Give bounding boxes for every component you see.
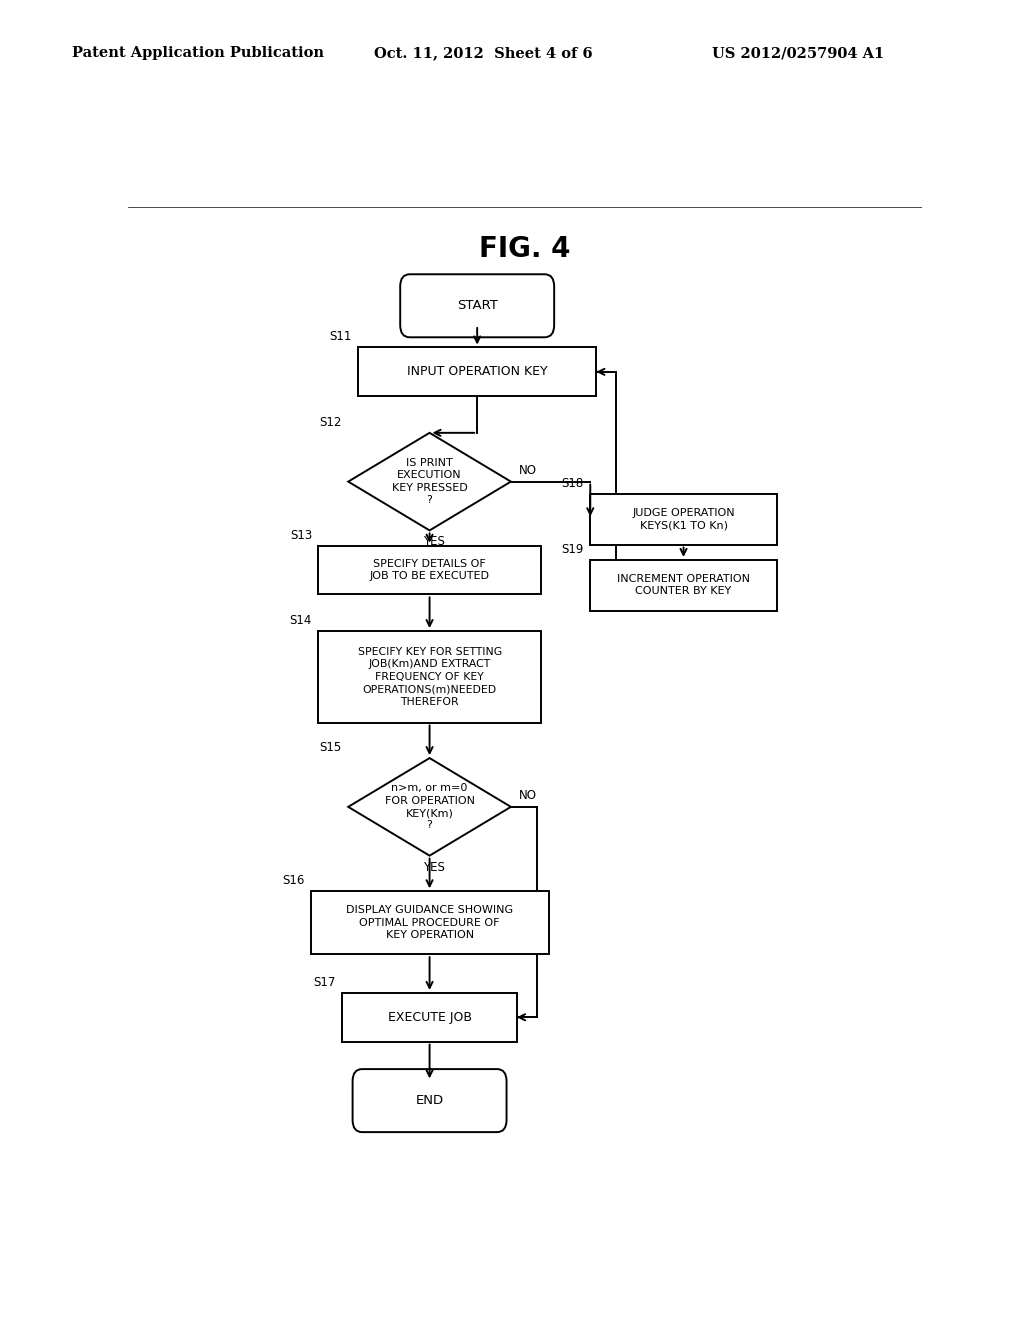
Text: JUDGE OPERATION
KEYS(K1 TO Kn): JUDGE OPERATION KEYS(K1 TO Kn) [632,508,735,531]
FancyBboxPatch shape [590,494,777,545]
Text: S13: S13 [290,528,312,541]
FancyBboxPatch shape [318,631,541,722]
Text: SPECIFY DETAILS OF
JOB TO BE EXECUTED: SPECIFY DETAILS OF JOB TO BE EXECUTED [370,558,489,581]
Text: S18: S18 [562,477,584,490]
Text: US 2012/0257904 A1: US 2012/0257904 A1 [712,46,884,61]
Text: Patent Application Publication: Patent Application Publication [72,46,324,61]
FancyBboxPatch shape [318,545,541,594]
FancyBboxPatch shape [358,347,596,396]
Text: DISPLAY GUIDANCE SHOWING
OPTIMAL PROCEDURE OF
KEY OPERATION: DISPLAY GUIDANCE SHOWING OPTIMAL PROCEDU… [346,906,513,940]
Text: n>m, or m=0
FOR OPERATION
KEY(Km)
?: n>m, or m=0 FOR OPERATION KEY(Km) ? [385,783,474,830]
FancyBboxPatch shape [310,891,549,954]
FancyBboxPatch shape [400,275,554,338]
Text: START: START [457,300,498,313]
Text: S12: S12 [319,416,342,429]
Text: S16: S16 [282,874,304,887]
Text: NO: NO [519,789,537,801]
FancyBboxPatch shape [590,560,777,611]
FancyBboxPatch shape [352,1069,507,1133]
Text: INCREMENT OPERATION
COUNTER BY KEY: INCREMENT OPERATION COUNTER BY KEY [617,574,750,597]
Text: S15: S15 [319,741,342,754]
Text: YES: YES [423,536,444,549]
Text: SPECIFY KEY FOR SETTING
JOB(Km)AND EXTRACT
FREQUENCY OF KEY
OPERATIONS(m)NEEDED
: SPECIFY KEY FOR SETTING JOB(Km)AND EXTRA… [357,647,502,706]
Text: FIG. 4: FIG. 4 [479,235,570,263]
Polygon shape [348,433,511,531]
Text: S14: S14 [290,614,312,627]
Text: EXECUTE JOB: EXECUTE JOB [387,1011,472,1024]
Text: S19: S19 [561,543,584,556]
Text: NO: NO [519,463,537,477]
Text: S11: S11 [330,330,352,343]
Text: INPUT OPERATION KEY: INPUT OPERATION KEY [407,366,548,379]
FancyBboxPatch shape [342,993,517,1041]
Text: END: END [416,1094,443,1107]
Text: IS PRINT
EXECUTION
KEY PRESSED
?: IS PRINT EXECUTION KEY PRESSED ? [392,458,467,506]
Text: Oct. 11, 2012  Sheet 4 of 6: Oct. 11, 2012 Sheet 4 of 6 [374,46,593,61]
Text: S17: S17 [313,975,336,989]
Text: YES: YES [423,861,444,874]
Polygon shape [348,758,511,855]
